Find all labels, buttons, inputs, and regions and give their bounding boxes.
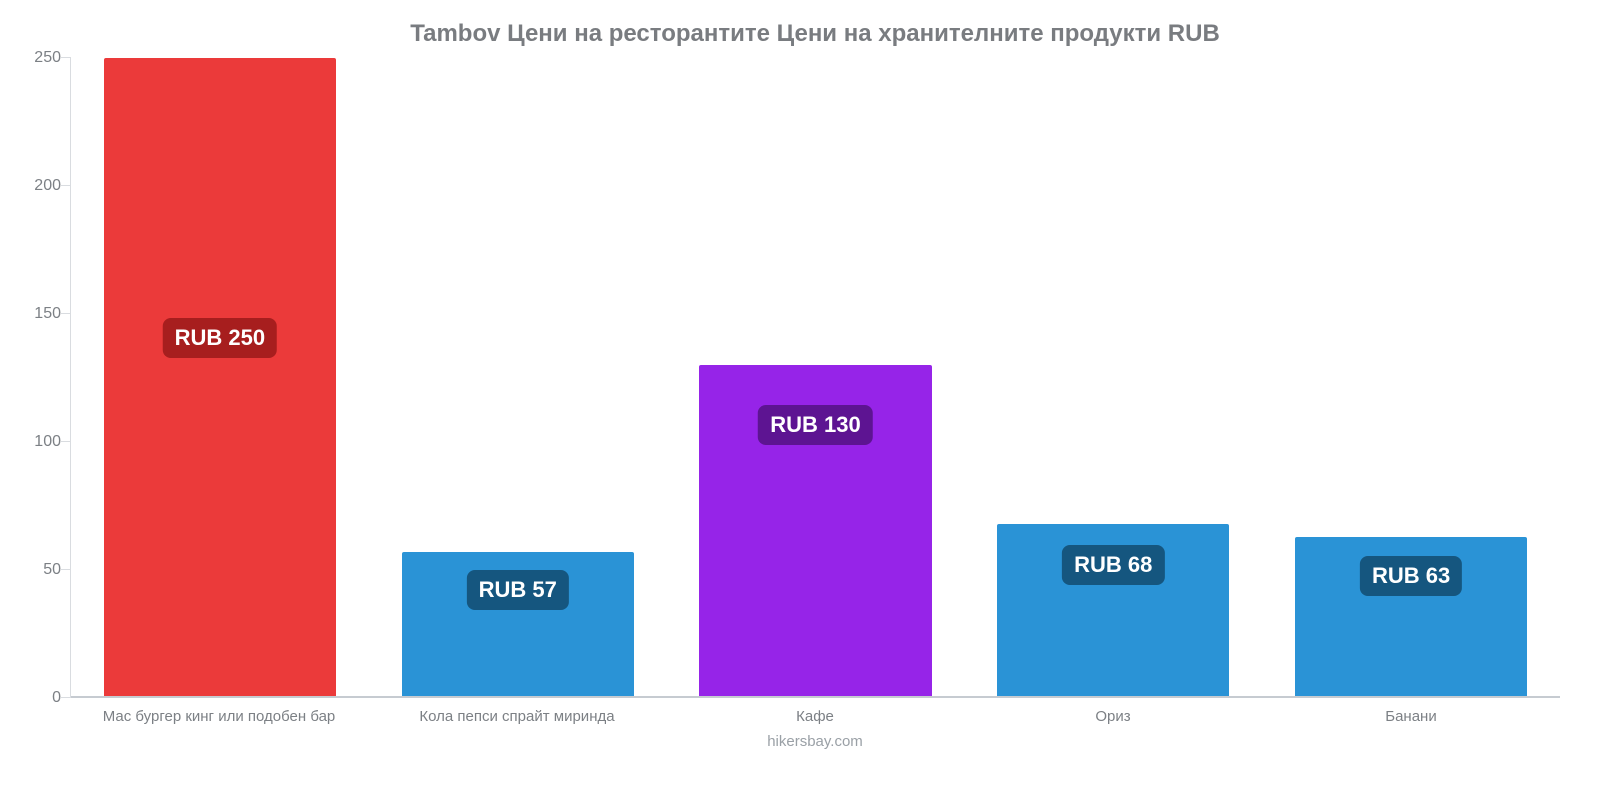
y-tick-label: 250 — [11, 49, 61, 67]
x-axis-label: Кафе — [666, 708, 964, 725]
bar: RUB 57 — [402, 552, 634, 698]
x-axis-label: Банани — [1262, 708, 1560, 725]
y-tick — [61, 313, 71, 314]
bar-slot: RUB 57 — [369, 58, 667, 698]
value-badge: RUB 63 — [1360, 556, 1462, 596]
bar: RUB 68 — [997, 524, 1229, 698]
y-tick-label: 100 — [11, 433, 61, 451]
chart-title: Tambov Цени на ресторантите Цени на хран… — [70, 20, 1560, 48]
bar: RUB 63 — [1295, 537, 1527, 698]
y-tick — [61, 57, 71, 58]
x-axis-label: Кола пепси спрайт миринда — [368, 708, 666, 725]
bars-container: RUB 250 RUB 57 RUB 130 RUB 68 RUB 63 — [71, 58, 1560, 698]
y-tick — [61, 697, 71, 698]
x-axis-label: Мас бургер кинг или подобен бар — [70, 708, 368, 725]
y-tick-label: 50 — [11, 561, 61, 579]
bar-slot: RUB 63 — [1262, 58, 1560, 698]
bar-slot: RUB 130 — [667, 58, 965, 698]
x-axis-baseline — [71, 696, 1560, 698]
value-badge: RUB 130 — [758, 405, 872, 445]
y-tick — [61, 441, 71, 442]
y-tick — [61, 185, 71, 186]
y-tick-label: 0 — [11, 689, 61, 707]
bar-slot: RUB 250 — [71, 58, 369, 698]
y-tick — [61, 569, 71, 570]
value-badge: RUB 68 — [1062, 545, 1164, 585]
bar: RUB 250 — [104, 58, 336, 698]
value-badge: RUB 57 — [467, 570, 569, 610]
bar-slot: RUB 68 — [964, 58, 1262, 698]
price-bar-chart: Tambov Цени на ресторантите Цени на хран… — [0, 0, 1600, 800]
bar: RUB 130 — [699, 365, 931, 698]
chart-footer: hikersbay.com — [70, 733, 1560, 750]
x-axis-labels: Мас бургер кинг или подобен барКола пепс… — [70, 708, 1560, 725]
x-axis-label: Ориз — [964, 708, 1262, 725]
y-tick-label: 200 — [11, 177, 61, 195]
y-tick-label: 150 — [11, 305, 61, 323]
value-badge: RUB 250 — [163, 318, 277, 358]
plot-area: 050100150200250 RUB 250RUB 57RUB 130RUB … — [70, 58, 1560, 698]
